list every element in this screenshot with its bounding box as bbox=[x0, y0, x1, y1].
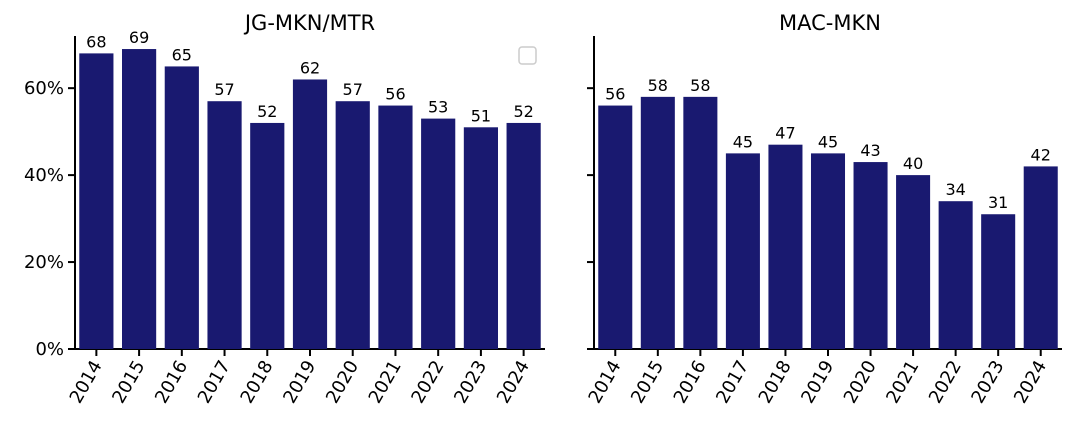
data-label-2019: 62 bbox=[300, 58, 320, 77]
y-tick-label: 0% bbox=[35, 339, 64, 360]
data-label-2020: 57 bbox=[343, 80, 363, 99]
bar-2018 bbox=[768, 144, 803, 349]
data-label-2018: 52 bbox=[257, 102, 277, 121]
bar-2017 bbox=[207, 101, 242, 349]
data-label-2016: 65 bbox=[172, 45, 192, 64]
bar-2022 bbox=[421, 118, 456, 349]
y-tick-label: 40% bbox=[24, 165, 64, 186]
x-tick-label-2023: 2023 bbox=[450, 357, 491, 407]
x-tick-label-2016: 2016 bbox=[670, 357, 711, 407]
x-tick-label-2016: 2016 bbox=[151, 357, 192, 407]
data-label-2014: 68 bbox=[86, 32, 106, 51]
chart-title-right: MAC-MKN bbox=[779, 11, 881, 35]
data-label-2022: 53 bbox=[428, 98, 448, 117]
x-tick-label-2022: 2022 bbox=[407, 357, 448, 407]
data-label-2020: 43 bbox=[860, 141, 880, 160]
x-tick-label-2023: 2023 bbox=[967, 357, 1008, 407]
x-tick-label-2015: 2015 bbox=[627, 357, 668, 407]
x-tick-label-2017: 2017 bbox=[712, 357, 753, 407]
bar-2015 bbox=[640, 96, 675, 349]
x-tick-label-2019: 2019 bbox=[797, 357, 838, 407]
x-tick-label-2019: 2019 bbox=[279, 357, 320, 407]
data-label-2024: 52 bbox=[513, 102, 533, 121]
y-tick-label: 60% bbox=[24, 78, 64, 99]
data-label-2014: 56 bbox=[605, 85, 625, 104]
data-label-2024: 42 bbox=[1031, 145, 1051, 164]
bar-2024 bbox=[1023, 166, 1058, 349]
x-tick-label-2018: 2018 bbox=[755, 357, 796, 407]
x-tick-label-2017: 2017 bbox=[194, 357, 235, 407]
chart-title-left: JG-MKN/MTR bbox=[243, 11, 375, 35]
legend-box bbox=[518, 46, 537, 65]
data-label-2019: 45 bbox=[818, 132, 838, 151]
bar-2021 bbox=[896, 175, 931, 349]
bar-2016 bbox=[164, 66, 199, 350]
data-label-2023: 51 bbox=[471, 106, 491, 125]
bar-2019 bbox=[810, 153, 846, 349]
x-tick-label-2022: 2022 bbox=[925, 357, 966, 407]
panel-jg-mkn-mtr: JG-MKN/MTR 0% 20% 40% 60% 68 2014 69 2015 65 2016… bbox=[24, 11, 545, 407]
x-tick-label-2015: 2015 bbox=[108, 357, 149, 407]
x-tick-label-2020: 2020 bbox=[322, 357, 363, 407]
x-tick-label-2014: 2014 bbox=[66, 357, 107, 407]
data-label-2021: 40 bbox=[903, 154, 923, 173]
bar-2017 bbox=[725, 153, 760, 349]
x-tick-label-2020: 2020 bbox=[840, 357, 881, 407]
bar-2020 bbox=[335, 101, 370, 349]
bar-2024 bbox=[506, 122, 541, 349]
bar-2018 bbox=[250, 122, 285, 349]
bar-2021 bbox=[378, 105, 413, 349]
x-tick-label-2021: 2021 bbox=[365, 357, 406, 407]
bar-2019 bbox=[292, 79, 328, 349]
data-label-2016: 58 bbox=[690, 76, 710, 95]
data-label-2022: 34 bbox=[945, 180, 965, 199]
data-label-2015: 58 bbox=[648, 76, 668, 95]
y-tick-label: 20% bbox=[24, 252, 64, 273]
x-tick-label-2024: 2024 bbox=[493, 357, 534, 407]
data-label-2023: 31 bbox=[988, 193, 1008, 212]
data-label-2017: 57 bbox=[214, 80, 234, 99]
data-label-2021: 56 bbox=[385, 85, 405, 104]
bar-2023 bbox=[463, 127, 498, 350]
x-tick-label-2024: 2024 bbox=[1010, 357, 1051, 407]
x-tick-label-2018: 2018 bbox=[237, 357, 278, 407]
bar-2014 bbox=[79, 53, 114, 350]
x-tick-label-2014: 2014 bbox=[585, 357, 626, 407]
data-label-2018: 47 bbox=[775, 124, 795, 143]
bar-2016 bbox=[683, 96, 718, 349]
bar-2014 bbox=[598, 105, 633, 349]
data-label-2017: 45 bbox=[733, 132, 753, 151]
bar-2022 bbox=[938, 201, 973, 349]
bar-2015 bbox=[122, 49, 157, 350]
x-tick-label-2021: 2021 bbox=[882, 357, 923, 407]
bar-2023 bbox=[981, 214, 1016, 349]
panel-mac-mkn: MAC-MKN 56 2014 58 2015 58 2016 45 2017 47 2018 45… bbox=[585, 11, 1062, 407]
bar-2020 bbox=[853, 162, 888, 349]
data-label-2015: 69 bbox=[129, 28, 149, 47]
